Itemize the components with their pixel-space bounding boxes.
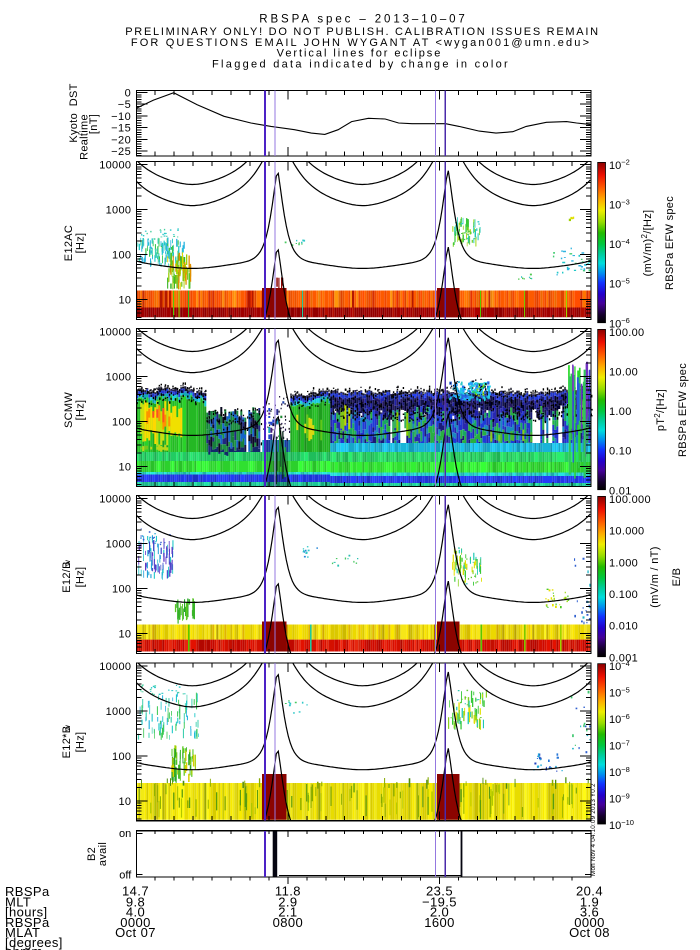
svg-text:0000: 0000 — [574, 915, 605, 930]
svg-text:2.0: 2.0 — [430, 905, 449, 920]
svg-text:Vertical lines for eclipse: Vertical lines for eclipse — [277, 48, 443, 60]
svg-text:[Hz]: [Hz] — [75, 233, 87, 254]
svg-text:w: w — [63, 725, 72, 732]
svg-text:23.5: 23.5 — [426, 884, 453, 899]
svg-text:Realtime: Realtime — [79, 114, 91, 160]
svg-text:[nT]: [nT] — [88, 114, 100, 134]
svg-text:100: 100 — [112, 250, 131, 262]
svg-text:on: on — [119, 828, 131, 840]
svg-text:−10: −10 — [111, 111, 131, 123]
svg-text:1000: 1000 — [106, 205, 132, 217]
svg-text:1.9: 1.9 — [580, 894, 599, 909]
svg-text:Mon Nov 4 04:10:09 2013 Y0.2: Mon Nov 4 04:10:09 2013 Y0.2 — [590, 783, 597, 876]
svg-text:10.00: 10.00 — [609, 367, 638, 379]
svg-text:−15: −15 — [111, 123, 131, 135]
svg-text:1.00: 1.00 — [609, 406, 632, 418]
svg-text:[Hz]: [Hz] — [75, 400, 87, 421]
svg-text:E12*B: E12*B — [61, 726, 73, 759]
svg-text:−19.5: −19.5 — [422, 894, 457, 909]
svg-text:1000: 1000 — [106, 372, 132, 384]
svg-text:RBSPa: RBSPa — [5, 915, 50, 930]
svg-text:1600: 1600 — [424, 915, 455, 930]
svg-text:RBSPa: RBSPa — [5, 884, 50, 899]
svg-text:Oct 07: Oct 07 — [115, 925, 156, 940]
svg-text:10000: 10000 — [99, 160, 131, 172]
svg-text:(mV/m / nT): (mV/m / nT) — [649, 546, 661, 607]
svg-text:100.000: 100.000 — [609, 494, 651, 506]
svg-text:10000: 10000 — [99, 494, 131, 506]
svg-text:[Hz]: [Hz] — [75, 567, 87, 588]
svg-text:1000: 1000 — [106, 539, 132, 551]
svg-text:[Hz]: [Hz] — [75, 732, 87, 753]
svg-text:SCMW: SCMW — [63, 392, 75, 428]
svg-text:off: off — [119, 870, 132, 882]
svg-text:Oct 08: Oct 08 — [569, 925, 610, 940]
svg-text:1000: 1000 — [106, 706, 132, 718]
svg-text:0.100: 0.100 — [609, 589, 638, 601]
svg-text:0: 0 — [125, 88, 132, 100]
svg-text:−25: −25 — [111, 146, 131, 158]
svg-text:FOR QUESTIONS EMAIL JOHN WYGAN: FOR QUESTIONS EMAIL JOHN WYGANT AT <wyga… — [131, 37, 591, 49]
svg-text:2.1: 2.1 — [278, 905, 297, 920]
svg-text:avail: avail — [97, 842, 109, 866]
svg-text:(mV/m)2/[Hz]: (mV/m)2/[Hz] — [640, 210, 654, 277]
svg-text:100: 100 — [112, 751, 131, 763]
svg-text:4.0: 4.0 — [126, 905, 145, 920]
svg-text:RBSPa EFW spec: RBSPa EFW spec — [664, 196, 676, 290]
svg-text:w: w — [63, 560, 72, 567]
svg-text:0.010: 0.010 — [609, 621, 638, 633]
svg-text:10000: 10000 — [99, 327, 131, 339]
svg-text:0.01: 0.01 — [609, 485, 632, 497]
svg-text:1.000: 1.000 — [609, 557, 638, 569]
svg-text:10: 10 — [118, 295, 131, 307]
svg-text:11.8: 11.8 — [275, 884, 301, 899]
svg-text:2.9: 2.9 — [278, 894, 297, 909]
svg-text:E12/B: E12/B — [61, 561, 73, 592]
svg-text:[degrees]: [degrees] — [5, 935, 63, 950]
svg-text:MLAT: MLAT — [5, 925, 40, 940]
svg-text:0800: 0800 — [273, 915, 304, 930]
svg-text:100: 100 — [112, 584, 131, 596]
svg-text:20.4: 20.4 — [576, 884, 603, 899]
svg-text:B2: B2 — [86, 847, 98, 861]
svg-text:pT2/[Hz]: pT2/[Hz] — [653, 389, 667, 431]
svg-text:E12AC: E12AC — [63, 225, 75, 261]
svg-text:−20: −20 — [111, 134, 131, 146]
svg-text:hhmm: hhmm — [5, 944, 43, 950]
svg-text:10: 10 — [118, 462, 131, 474]
svg-text:14.7: 14.7 — [122, 884, 149, 899]
svg-text:−5: −5 — [118, 99, 132, 111]
svg-text:Flagged data indicated by chan: Flagged data indicated by change in colo… — [212, 58, 510, 70]
svg-text:PRELIMINARY ONLY! DO NOT PUBLI: PRELIMINARY ONLY! DO NOT PUBLISH. CALIBR… — [125, 26, 600, 38]
svg-text:100.00: 100.00 — [609, 327, 644, 339]
svg-text:0000: 0000 — [120, 915, 151, 930]
svg-text:10000: 10000 — [99, 661, 131, 673]
svg-text:Kyoto DST: Kyoto DST — [68, 83, 80, 142]
svg-text:10: 10 — [118, 629, 131, 641]
svg-text:3.6: 3.6 — [580, 905, 599, 920]
svg-text:10: 10 — [118, 796, 131, 808]
svg-text:MLT: MLT — [5, 894, 31, 909]
svg-text:10.000: 10.000 — [609, 526, 644, 538]
svg-text:0.001: 0.001 — [609, 652, 638, 664]
svg-text:0.10: 0.10 — [609, 446, 632, 458]
svg-text:[hours]: [hours] — [5, 905, 48, 920]
svg-text:E/B: E/B — [671, 568, 683, 587]
svg-text:RBSPA spec – 2013–10–07: RBSPA spec – 2013–10–07 — [259, 14, 467, 26]
svg-text:100: 100 — [112, 417, 131, 429]
svg-text:RBSPa EFW spec: RBSPa EFW spec — [677, 363, 689, 457]
svg-text:9.8: 9.8 — [126, 894, 145, 909]
